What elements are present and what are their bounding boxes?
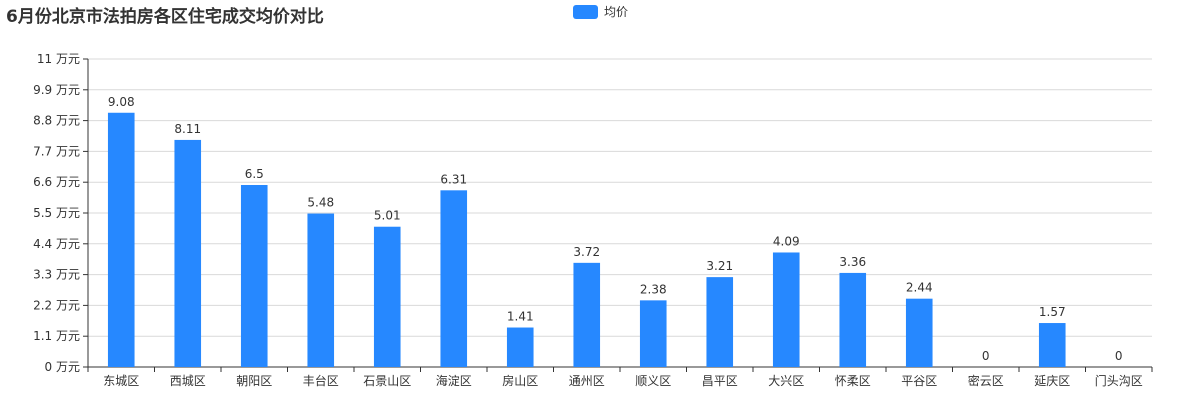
bar <box>307 213 335 367</box>
data-label: 1.41 <box>507 310 534 324</box>
y-tick-label: 11 万元 <box>37 52 80 66</box>
x-tick-label: 大兴区 <box>768 374 804 388</box>
data-label: 0 <box>982 349 990 363</box>
data-label: 4.09 <box>773 234 800 248</box>
bar <box>373 226 401 367</box>
data-label: 6.31 <box>440 172 467 186</box>
legend[interactable]: 均价 <box>573 3 628 20</box>
x-tick-label: 房山区 <box>502 373 538 388</box>
x-tick-label: 石景山区 <box>363 374 411 388</box>
bar <box>772 252 800 367</box>
x-tick-label: 丰台区 <box>303 373 339 388</box>
bar <box>839 272 867 367</box>
data-label: 6.5 <box>245 167 264 181</box>
data-label: 2.44 <box>906 281 933 295</box>
data-label: 0 <box>1115 349 1123 363</box>
data-label: 3.72 <box>573 245 600 259</box>
data-label: 5.01 <box>374 209 401 223</box>
y-tick-label: 5.5 万元 <box>33 206 80 220</box>
x-tick-label: 海淀区 <box>436 373 472 388</box>
bar <box>1038 323 1066 367</box>
bar <box>107 112 135 367</box>
x-tick-label: 平谷区 <box>901 374 937 388</box>
x-tick-label: 延庆区 <box>1034 374 1070 388</box>
y-tick-label: 4.4 万元 <box>33 237 80 251</box>
chart-title: 6月份北京市法拍房各区住宅成交均价对比 <box>6 7 324 27</box>
bar <box>506 327 534 367</box>
x-tick-label: 门头沟区 <box>1095 373 1143 388</box>
y-tick-label: 6.6 万元 <box>33 175 80 189</box>
bar <box>639 300 667 367</box>
x-tick-label: 密云区 <box>968 373 1004 388</box>
bar <box>573 262 601 367</box>
data-label: 9.08 <box>108 95 135 109</box>
bar <box>706 277 734 367</box>
legend-swatch <box>573 4 598 19</box>
data-label: 2.38 <box>640 282 667 296</box>
x-tick-label: 怀柔区 <box>835 374 871 388</box>
data-label: 3.21 <box>706 259 733 273</box>
data-label: 1.57 <box>1039 305 1066 319</box>
y-tick-label: 0 万元 <box>45 360 80 374</box>
legend-label: 均价 <box>604 5 629 19</box>
y-tick-label: 3.3 万元 <box>33 268 80 282</box>
y-tick-label: 7.7 万元 <box>33 144 80 158</box>
x-tick-label: 东城区 <box>103 374 139 388</box>
y-tick-label: 8.8 万元 <box>33 114 80 128</box>
y-tick-label: 9.9 万元 <box>33 83 80 97</box>
data-label: 8.11 <box>174 122 201 136</box>
y-tick-label: 2.2 万元 <box>33 298 80 312</box>
x-tick-label: 顺义区 <box>635 374 671 388</box>
bar <box>440 190 468 367</box>
data-label: 5.48 <box>307 196 334 210</box>
x-tick-label: 朝阳区 <box>236 374 272 388</box>
bar <box>174 139 202 367</box>
y-tick-label: 1.1 万元 <box>33 329 80 343</box>
data-label: 3.36 <box>839 255 866 269</box>
x-tick-label: 昌平区 <box>702 374 738 388</box>
bar <box>905 298 933 367</box>
x-tick-label: 西城区 <box>170 374 206 388</box>
bar <box>240 185 268 367</box>
x-tick-label: 通州区 <box>569 374 605 388</box>
